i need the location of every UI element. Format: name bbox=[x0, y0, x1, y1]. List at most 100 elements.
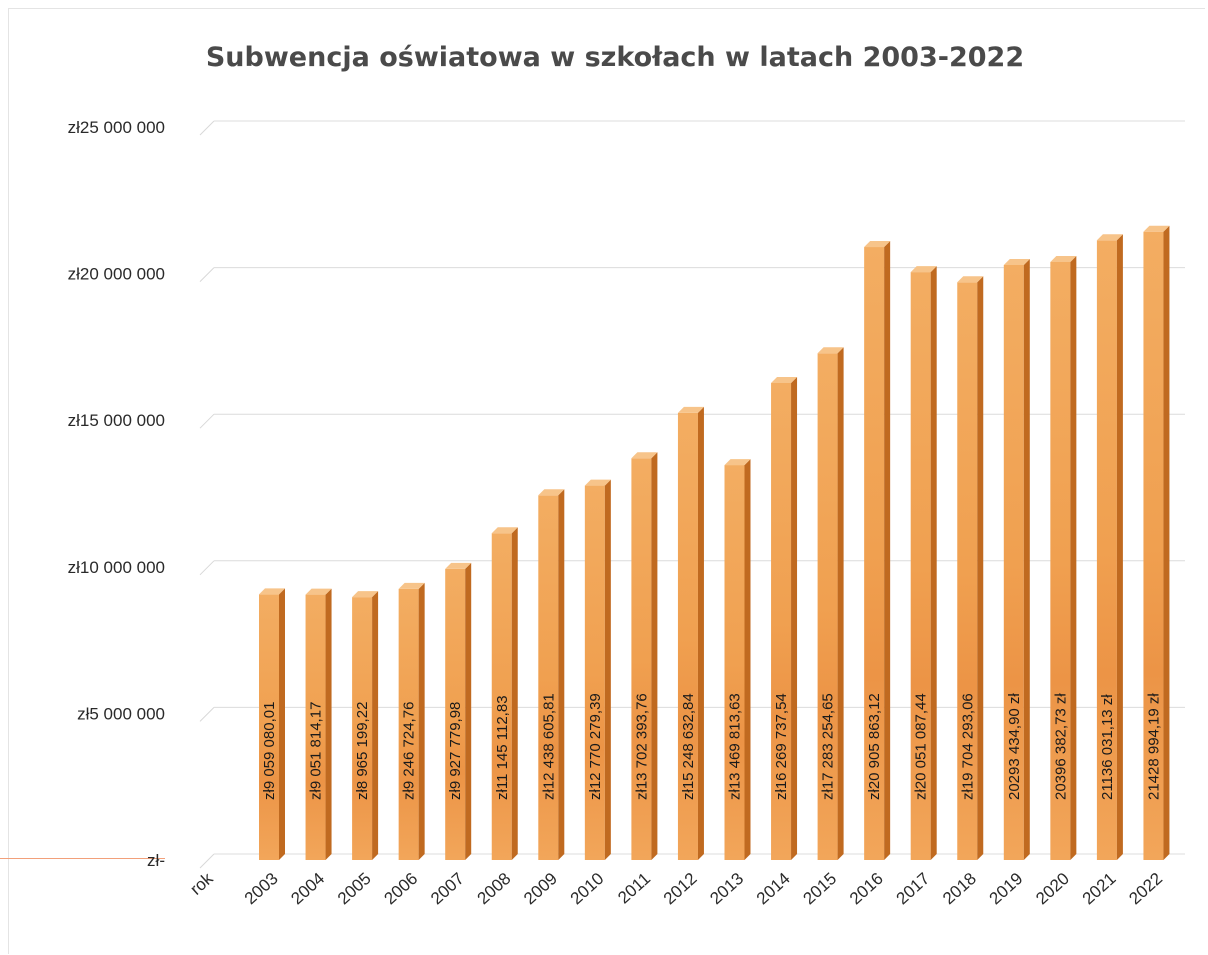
bar-data-label: zł13 469 813,63 bbox=[727, 693, 744, 800]
bar-top bbox=[817, 347, 844, 354]
x-tick-label: 2007 bbox=[427, 869, 468, 908]
gridline-diag bbox=[199, 560, 215, 576]
bar-front bbox=[305, 594, 326, 860]
bar-front bbox=[259, 594, 279, 860]
bar-top bbox=[724, 459, 751, 466]
gridline-diag bbox=[199, 707, 215, 722]
bar-front bbox=[864, 247, 885, 860]
bar-side bbox=[372, 591, 379, 860]
bar-top bbox=[259, 588, 285, 595]
bar-data-label: zł15 248 632,84 bbox=[680, 693, 697, 800]
bar-front bbox=[910, 272, 931, 860]
bar-top bbox=[771, 376, 798, 383]
bar-2017: zł20 051 087,44 bbox=[910, 266, 937, 860]
bar-2005: zł8 965 199,22 bbox=[352, 591, 379, 860]
x-tick-label: 2012 bbox=[660, 869, 701, 908]
bar-side bbox=[837, 347, 844, 860]
bar-front bbox=[1143, 231, 1164, 860]
bar-side bbox=[1023, 258, 1030, 861]
bar-side bbox=[558, 489, 565, 860]
gridline-diag bbox=[199, 267, 215, 282]
x-tick-label: 2017 bbox=[893, 869, 934, 908]
x-tick-label: 2020 bbox=[1032, 869, 1073, 908]
bar-data-label: zł20 051 087,44 bbox=[913, 693, 930, 800]
bar-2013: zł13 469 813,63 bbox=[724, 459, 751, 860]
gridline-diag bbox=[199, 853, 215, 869]
bar-top bbox=[631, 452, 658, 459]
bar-2022: 21428 994,19 zł bbox=[1143, 225, 1170, 860]
x-tick-label: 2021 bbox=[1079, 869, 1120, 908]
y-tick-label: zł- bbox=[147, 851, 165, 870]
bar-2021: 21136 031,13 zł bbox=[1096, 234, 1123, 860]
bar-data-label: zł12 770 279,39 bbox=[587, 693, 604, 800]
bar-front bbox=[398, 588, 419, 860]
bar-2010: zł12 770 279,39 bbox=[584, 479, 611, 860]
bar-side bbox=[1116, 234, 1123, 860]
x-tick-label: 2016 bbox=[846, 869, 887, 908]
bar-front bbox=[957, 282, 978, 860]
x-tick-label: 2014 bbox=[753, 869, 794, 908]
bar-top bbox=[584, 479, 611, 486]
bar-top bbox=[910, 266, 937, 273]
bar-side bbox=[930, 266, 937, 860]
bar-top bbox=[957, 276, 984, 283]
bar-data-label: 21136 031,13 zł bbox=[1099, 694, 1116, 800]
bar-data-label: zł17 283 254,65 bbox=[820, 693, 837, 800]
bar-2019: 20293 434,90 zł bbox=[1003, 258, 1030, 861]
bar-side bbox=[651, 452, 658, 860]
x-tick-label: 2009 bbox=[520, 869, 561, 908]
bar-data-label: zł12 438 605,81 bbox=[540, 693, 557, 800]
bar-front bbox=[724, 465, 745, 860]
bar-2011: zł13 702 393,76 bbox=[631, 452, 658, 860]
bar-side bbox=[1163, 225, 1170, 860]
bar-side bbox=[884, 241, 891, 860]
x-tick-label: 2018 bbox=[939, 869, 980, 908]
bar-data-label: zł13 702 393,76 bbox=[633, 693, 650, 800]
bar-side bbox=[977, 276, 984, 860]
bar-2012: zł15 248 632,84 bbox=[677, 406, 704, 860]
bar-side bbox=[791, 376, 798, 860]
bar-front bbox=[771, 382, 792, 860]
bar-front bbox=[1096, 240, 1117, 860]
y-tick-label: zł5 000 000 bbox=[77, 704, 165, 723]
bar-front bbox=[631, 458, 652, 860]
bar-side bbox=[279, 588, 285, 860]
x-tick-label: 2019 bbox=[986, 869, 1027, 908]
bar-front bbox=[445, 568, 466, 860]
y-tick-label: zł25 000 000 bbox=[68, 118, 165, 137]
bar-data-label: zł19 704 293,06 bbox=[959, 693, 976, 800]
chart-frame bbox=[8, 8, 1205, 954]
x-axis-title: rok bbox=[186, 869, 217, 899]
bar-top bbox=[1003, 258, 1030, 265]
bar-2020: 20396 382,73 zł bbox=[1050, 255, 1077, 861]
bar-2009: zł12 438 605,81 bbox=[538, 489, 565, 860]
bar-top bbox=[864, 241, 891, 248]
bar-data-label: zł20 905 863,12 bbox=[866, 693, 883, 800]
bar-top bbox=[538, 489, 565, 496]
bars: zł9 059 080,01 zł9 051 814,17 zł8 965 199,… bbox=[259, 225, 1170, 861]
y-tick-label: zł20 000 000 bbox=[68, 265, 165, 284]
bar-data-label: zł9 246 724,76 bbox=[401, 702, 418, 800]
y-axis-ticks: zł-zł5 000 000 zł10 000 000 zł15 000 000 zł… bbox=[68, 118, 165, 870]
x-tick-label: 2005 bbox=[334, 869, 375, 908]
bar-front bbox=[538, 495, 559, 860]
bar-data-label: zł8 965 199,22 bbox=[354, 702, 371, 800]
bar-2008: zł11 145 112,83 bbox=[491, 527, 518, 860]
bar-data-label: zł9 059 080,01 bbox=[261, 702, 278, 800]
bar-front bbox=[584, 485, 605, 860]
y-tick-label: zł10 000 000 bbox=[68, 558, 165, 577]
bar-data-label: 20293 434,90 zł bbox=[1006, 693, 1023, 800]
bar-side bbox=[418, 582, 425, 860]
bar-2018: zł19 704 293,06 bbox=[957, 276, 984, 860]
bar-front bbox=[817, 353, 838, 860]
bar-side bbox=[697, 406, 704, 860]
bar-side bbox=[604, 479, 611, 860]
x-tick-label: 2008 bbox=[474, 869, 515, 908]
bar-side bbox=[1070, 255, 1077, 861]
bar-front bbox=[352, 597, 373, 860]
x-tick-label: 2006 bbox=[381, 869, 422, 908]
x-tick-label: 2003 bbox=[241, 869, 282, 908]
bar-top bbox=[445, 562, 472, 569]
bar-side bbox=[511, 527, 518, 860]
x-tick-label: 2010 bbox=[567, 869, 608, 908]
